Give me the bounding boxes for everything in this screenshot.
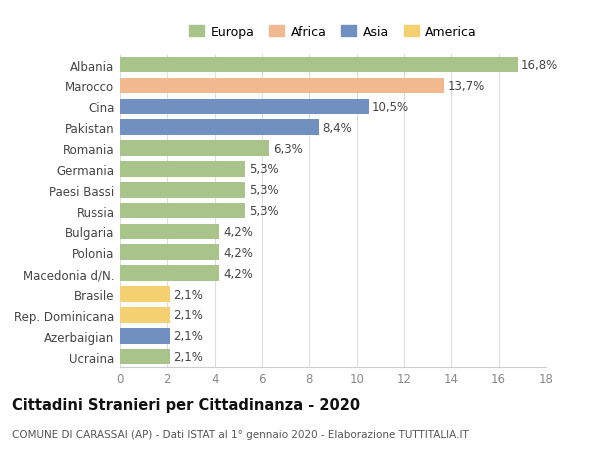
Bar bbox=[120, 224, 220, 240]
Bar bbox=[120, 183, 245, 198]
Text: 16,8%: 16,8% bbox=[521, 59, 559, 72]
Text: 4,2%: 4,2% bbox=[223, 246, 253, 259]
Text: 2,1%: 2,1% bbox=[173, 309, 203, 322]
Text: 5,3%: 5,3% bbox=[249, 205, 278, 218]
Text: 2,1%: 2,1% bbox=[173, 288, 203, 301]
Bar bbox=[120, 203, 245, 219]
Bar bbox=[120, 99, 368, 115]
Text: 5,3%: 5,3% bbox=[249, 184, 278, 197]
Text: 8,4%: 8,4% bbox=[322, 122, 352, 134]
Bar bbox=[120, 286, 170, 302]
Text: 2,1%: 2,1% bbox=[173, 330, 203, 342]
Bar bbox=[120, 328, 170, 344]
Text: 4,2%: 4,2% bbox=[223, 225, 253, 238]
Bar bbox=[120, 58, 518, 73]
Text: 4,2%: 4,2% bbox=[223, 267, 253, 280]
Bar bbox=[120, 78, 444, 94]
Text: 6,3%: 6,3% bbox=[272, 142, 302, 155]
Text: 13,7%: 13,7% bbox=[448, 80, 485, 93]
Text: COMUNE DI CARASSAI (AP) - Dati ISTAT al 1° gennaio 2020 - Elaborazione TUTTITALI: COMUNE DI CARASSAI (AP) - Dati ISTAT al … bbox=[12, 429, 469, 439]
Text: 2,1%: 2,1% bbox=[173, 350, 203, 363]
Bar bbox=[120, 308, 170, 323]
Bar bbox=[120, 266, 220, 281]
Bar bbox=[120, 120, 319, 136]
Bar bbox=[120, 162, 245, 177]
Bar bbox=[120, 141, 269, 157]
Bar bbox=[120, 349, 170, 364]
Bar bbox=[120, 245, 220, 261]
Text: 5,3%: 5,3% bbox=[249, 163, 278, 176]
Text: 10,5%: 10,5% bbox=[372, 101, 409, 113]
Text: Cittadini Stranieri per Cittadinanza - 2020: Cittadini Stranieri per Cittadinanza - 2… bbox=[12, 397, 360, 412]
Legend: Europa, Africa, Asia, America: Europa, Africa, Asia, America bbox=[184, 21, 482, 44]
